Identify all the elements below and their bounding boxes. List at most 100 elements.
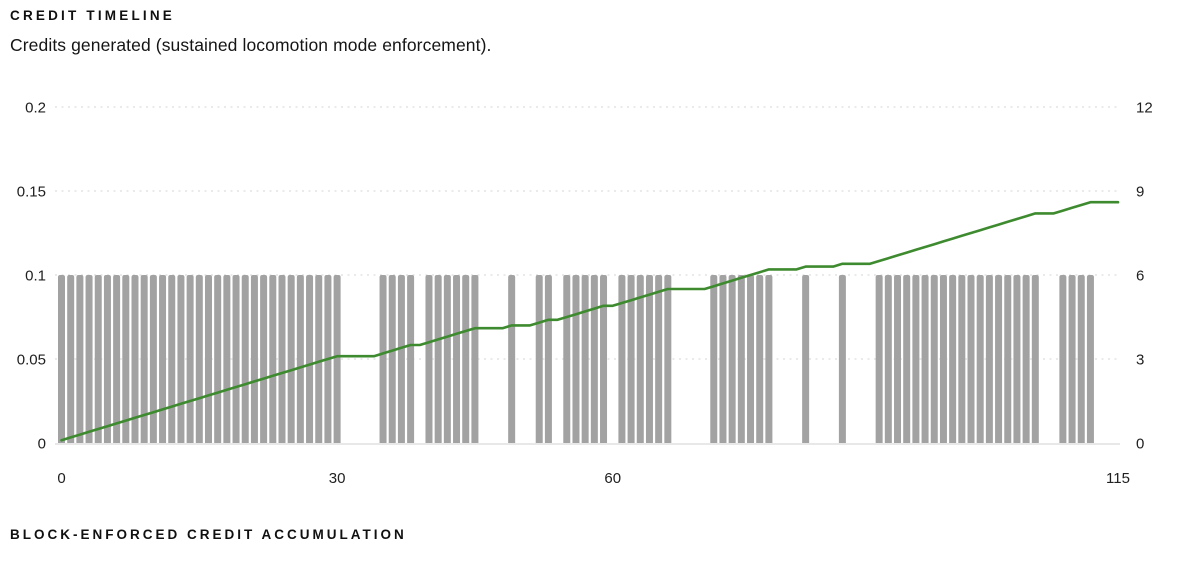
credit-block-bar <box>94 275 102 443</box>
x-axis-tick-label: 115 <box>1106 470 1130 487</box>
y-axis-left-tick-label: 0.05 <box>17 351 46 368</box>
credit-block-bar <box>76 275 84 443</box>
credit-block-bar <box>967 275 975 443</box>
credit-block-bar <box>250 275 258 443</box>
credit-block-bar <box>655 275 663 443</box>
x-axis-tick-label: 0 <box>57 470 65 487</box>
credit-block-bar <box>563 275 571 443</box>
credit-block-bar <box>1022 275 1030 443</box>
credit-block-bar <box>600 275 608 443</box>
credit-block-bar <box>737 275 745 443</box>
credit-block-bar <box>618 275 626 443</box>
credit-block-bar <box>710 275 718 443</box>
credit-block-bar <box>58 275 65 443</box>
credit-block-bar <box>232 275 240 443</box>
credit-block-bar <box>508 275 516 443</box>
cumulative-credits-line <box>60 200 1120 442</box>
credit-block-bar <box>958 275 966 443</box>
credit-block-bar <box>113 275 121 443</box>
credit-block-bar <box>765 275 773 443</box>
credit-block-bar <box>1059 275 1067 443</box>
y-axis-right-tick-label: 6 <box>1136 267 1144 284</box>
credit-block-bar <box>186 275 194 443</box>
credit-block-bar <box>995 275 1003 443</box>
credit-block-bar <box>195 275 203 443</box>
credit-block-bar <box>388 275 396 443</box>
credit-block-bar <box>85 275 93 443</box>
y-axis-right-tick-label: 9 <box>1136 183 1144 200</box>
y-axis-right-tick-label: 3 <box>1136 351 1144 368</box>
credit-block-bar <box>1031 275 1039 443</box>
credit-block-bar <box>1013 275 1021 443</box>
credit-block-bar <box>985 275 993 443</box>
credit-block-bar <box>177 275 185 443</box>
credit-block-bar <box>214 275 222 443</box>
credit-block-bar <box>645 275 653 443</box>
credit-block-bar <box>894 275 902 443</box>
credit-block-bar <box>159 275 167 443</box>
credit-block-bar <box>719 275 727 443</box>
credit-block-bar <box>149 275 157 443</box>
y-axis-left-tick-label: 0 <box>38 435 46 452</box>
credit-block-bar <box>1068 275 1076 443</box>
credit-block-bar <box>287 275 295 443</box>
credit-block-bar <box>747 275 755 443</box>
credit-block-bar <box>241 275 249 443</box>
credit-block-bar <box>278 275 286 443</box>
credit-block-bar <box>1077 275 1085 443</box>
credit-block-bar <box>122 275 130 443</box>
credit-block-bar <box>204 275 212 443</box>
credit-block-bar <box>802 275 810 443</box>
credit-block-bar <box>930 275 938 443</box>
credit-block-bar <box>884 275 892 443</box>
credit-block-bar <box>407 275 415 443</box>
credit-block-bar <box>664 275 672 443</box>
credit-block-bar <box>903 275 911 443</box>
credit-block-bar <box>67 275 75 443</box>
credit-block-bar <box>838 275 846 443</box>
credit-block-bar <box>471 275 479 443</box>
credit-block-bar <box>535 275 543 443</box>
credit-block-bar <box>425 275 433 443</box>
credit-block-bar <box>1086 275 1094 443</box>
credit-block-bar <box>103 275 111 443</box>
credit-block-bar <box>443 275 451 443</box>
credit-block-bar <box>296 275 304 443</box>
credit-block-bar <box>949 275 957 443</box>
x-axis-tick-label: 60 <box>604 470 621 487</box>
credit-block-bar <box>306 275 314 443</box>
credit-block-bar <box>168 275 176 443</box>
page-title: CREDIT TIMELINE <box>10 8 175 23</box>
credit-block-bar <box>581 275 589 443</box>
credit-block-bar <box>572 275 580 443</box>
credit-block-bar <box>939 275 947 443</box>
credit-block-bar <box>921 275 929 443</box>
credit-block-bar <box>379 275 387 443</box>
credit-block-bar <box>976 275 984 443</box>
credit-block-bar <box>1004 275 1012 443</box>
y-axis-right-tick-label: 12 <box>1136 99 1153 116</box>
credit-block-bar <box>728 275 736 443</box>
credit-block-bar <box>315 275 323 443</box>
credit-block-bar <box>223 275 231 443</box>
y-axis-left-tick-label: 0.1 <box>25 267 46 284</box>
credit-block-bar <box>756 275 764 443</box>
credit-block-bar <box>397 275 405 443</box>
credit-block-bar <box>636 275 644 443</box>
credit-block-bar <box>140 275 148 443</box>
x-axis-tick-label: 30 <box>329 470 346 487</box>
credit-block-bar <box>544 275 552 443</box>
credit-block-bar <box>453 275 461 443</box>
credit-block-bar <box>260 275 268 443</box>
credit-block-bar <box>333 275 341 443</box>
y-axis-left-tick-label: 0.15 <box>17 183 46 200</box>
chart-subtitle: Credits generated (sustained locomotion … <box>10 35 492 55</box>
credit-block-bar <box>434 275 442 443</box>
chart-footer-label: BLOCK-ENFORCED CREDIT ACCUMULATION <box>10 527 407 542</box>
credit-block-bar <box>131 275 139 443</box>
y-axis-left-tick-label: 0.2 <box>25 99 46 116</box>
credit-block-bar <box>912 275 920 443</box>
y-axis-right-tick-label: 0 <box>1136 435 1144 452</box>
